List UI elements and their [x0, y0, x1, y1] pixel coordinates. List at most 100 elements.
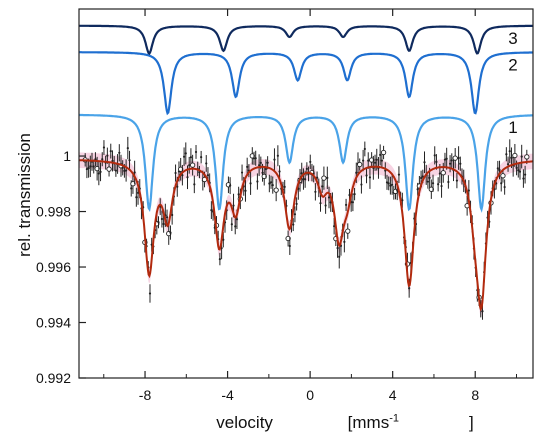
- data-point: [419, 176, 423, 180]
- data-point: [387, 182, 390, 185]
- data-point: [336, 246, 339, 250]
- y-tick-label: 0.996: [36, 259, 71, 275]
- data-point: [345, 228, 351, 234]
- data-point: [506, 163, 510, 166]
- y-tick-label: 0.998: [36, 204, 71, 220]
- data-point: [237, 193, 240, 196]
- data-point: [416, 188, 419, 191]
- data-point: [133, 171, 136, 174]
- data-point: [431, 182, 435, 185]
- data-point: [518, 170, 522, 173]
- component-2-label: 2: [508, 55, 517, 74]
- data-point: [106, 154, 109, 157]
- data-point: [174, 171, 177, 175]
- data-point: [261, 171, 264, 174]
- data-point: [319, 202, 322, 205]
- data-point: [268, 182, 271, 185]
- y-tick-label: 0.992: [36, 370, 71, 386]
- data-point: [200, 156, 203, 159]
- y-tick-label: 0.994: [36, 315, 71, 331]
- data-point: [438, 172, 441, 175]
- data-point: [232, 204, 235, 207]
- component-2-curve: [79, 51, 533, 116]
- data-point: [87, 167, 90, 170]
- data-point: [283, 185, 286, 188]
- y-axis-title: rel. transmission: [10, 0, 40, 442]
- data-point: [229, 184, 232, 187]
- data-point: [111, 159, 114, 163]
- data-point: [314, 190, 317, 193]
- data-point: [380, 159, 383, 162]
- data-point: [259, 161, 262, 164]
- data-point: [109, 150, 112, 153]
- data-point: [169, 231, 172, 234]
- data-point: [249, 182, 252, 185]
- data-point: [222, 238, 225, 241]
- data-point: [121, 166, 124, 169]
- data-point: [452, 155, 458, 161]
- plot-frame: [78, 8, 534, 379]
- x-axis-title: velocity [mms-1]: [0, 412, 550, 433]
- data-point: [123, 169, 126, 172]
- data-point: [102, 146, 106, 149]
- data-point: [338, 255, 341, 258]
- data-point: [520, 155, 523, 158]
- data-point: [135, 196, 138, 199]
- data-point: [505, 153, 508, 156]
- x-tick-label: 0: [306, 387, 314, 403]
- data-point: [524, 173, 527, 176]
- data-point: [235, 218, 239, 221]
- x-axis-unit-exponent: -1: [389, 412, 399, 424]
- data-point: [273, 158, 276, 161]
- x-axis-label-wrap: velocity [mms-1]: [146, 412, 474, 432]
- data-point: [426, 180, 430, 183]
- data-point: [515, 166, 518, 169]
- data-point: [254, 157, 257, 160]
- data-point: [234, 225, 237, 228]
- data-point: [292, 223, 295, 226]
- data-point: [363, 147, 366, 151]
- data-point: [305, 167, 308, 170]
- data-point: [385, 181, 389, 184]
- data-point: [189, 156, 193, 159]
- data-point: [512, 152, 518, 159]
- data-point: [343, 240, 346, 243]
- data-point: [188, 164, 191, 167]
- data-point: [373, 161, 377, 164]
- data-point: [85, 167, 88, 171]
- data-point: [437, 183, 440, 186]
- data-point: [391, 183, 394, 186]
- data-point: [367, 159, 370, 162]
- data-point: [365, 174, 368, 177]
- data-point: [397, 173, 401, 176]
- data-point: [94, 158, 97, 161]
- data-point: [401, 199, 404, 202]
- data-point: [300, 172, 303, 175]
- data-point: [455, 179, 459, 182]
- data-point: [440, 170, 446, 176]
- data-point: [435, 160, 438, 163]
- data-point: [522, 177, 525, 180]
- data-point: [186, 176, 189, 179]
- data-point: [176, 185, 179, 188]
- data-point: [498, 168, 501, 172]
- data-point: [508, 150, 511, 153]
- data-point: [368, 176, 372, 179]
- data-point: [276, 154, 279, 157]
- data-point: [101, 158, 104, 161]
- data-point: [293, 213, 297, 216]
- data-point: [304, 178, 307, 181]
- component-1-curve: [79, 113, 533, 213]
- data-point: [362, 159, 365, 162]
- data-point: [353, 193, 356, 196]
- x-axis-unit: [mms: [347, 412, 390, 432]
- x-axis-unit-close: ]: [469, 412, 474, 432]
- data-point: [440, 184, 443, 188]
- data-point: [503, 185, 506, 189]
- data-point: [130, 187, 133, 190]
- data-point: [433, 154, 436, 157]
- data-point: [160, 217, 164, 221]
- x-tick-label: 4: [389, 387, 397, 403]
- data-point: [450, 159, 453, 162]
- y-tick-label: 1: [63, 148, 71, 164]
